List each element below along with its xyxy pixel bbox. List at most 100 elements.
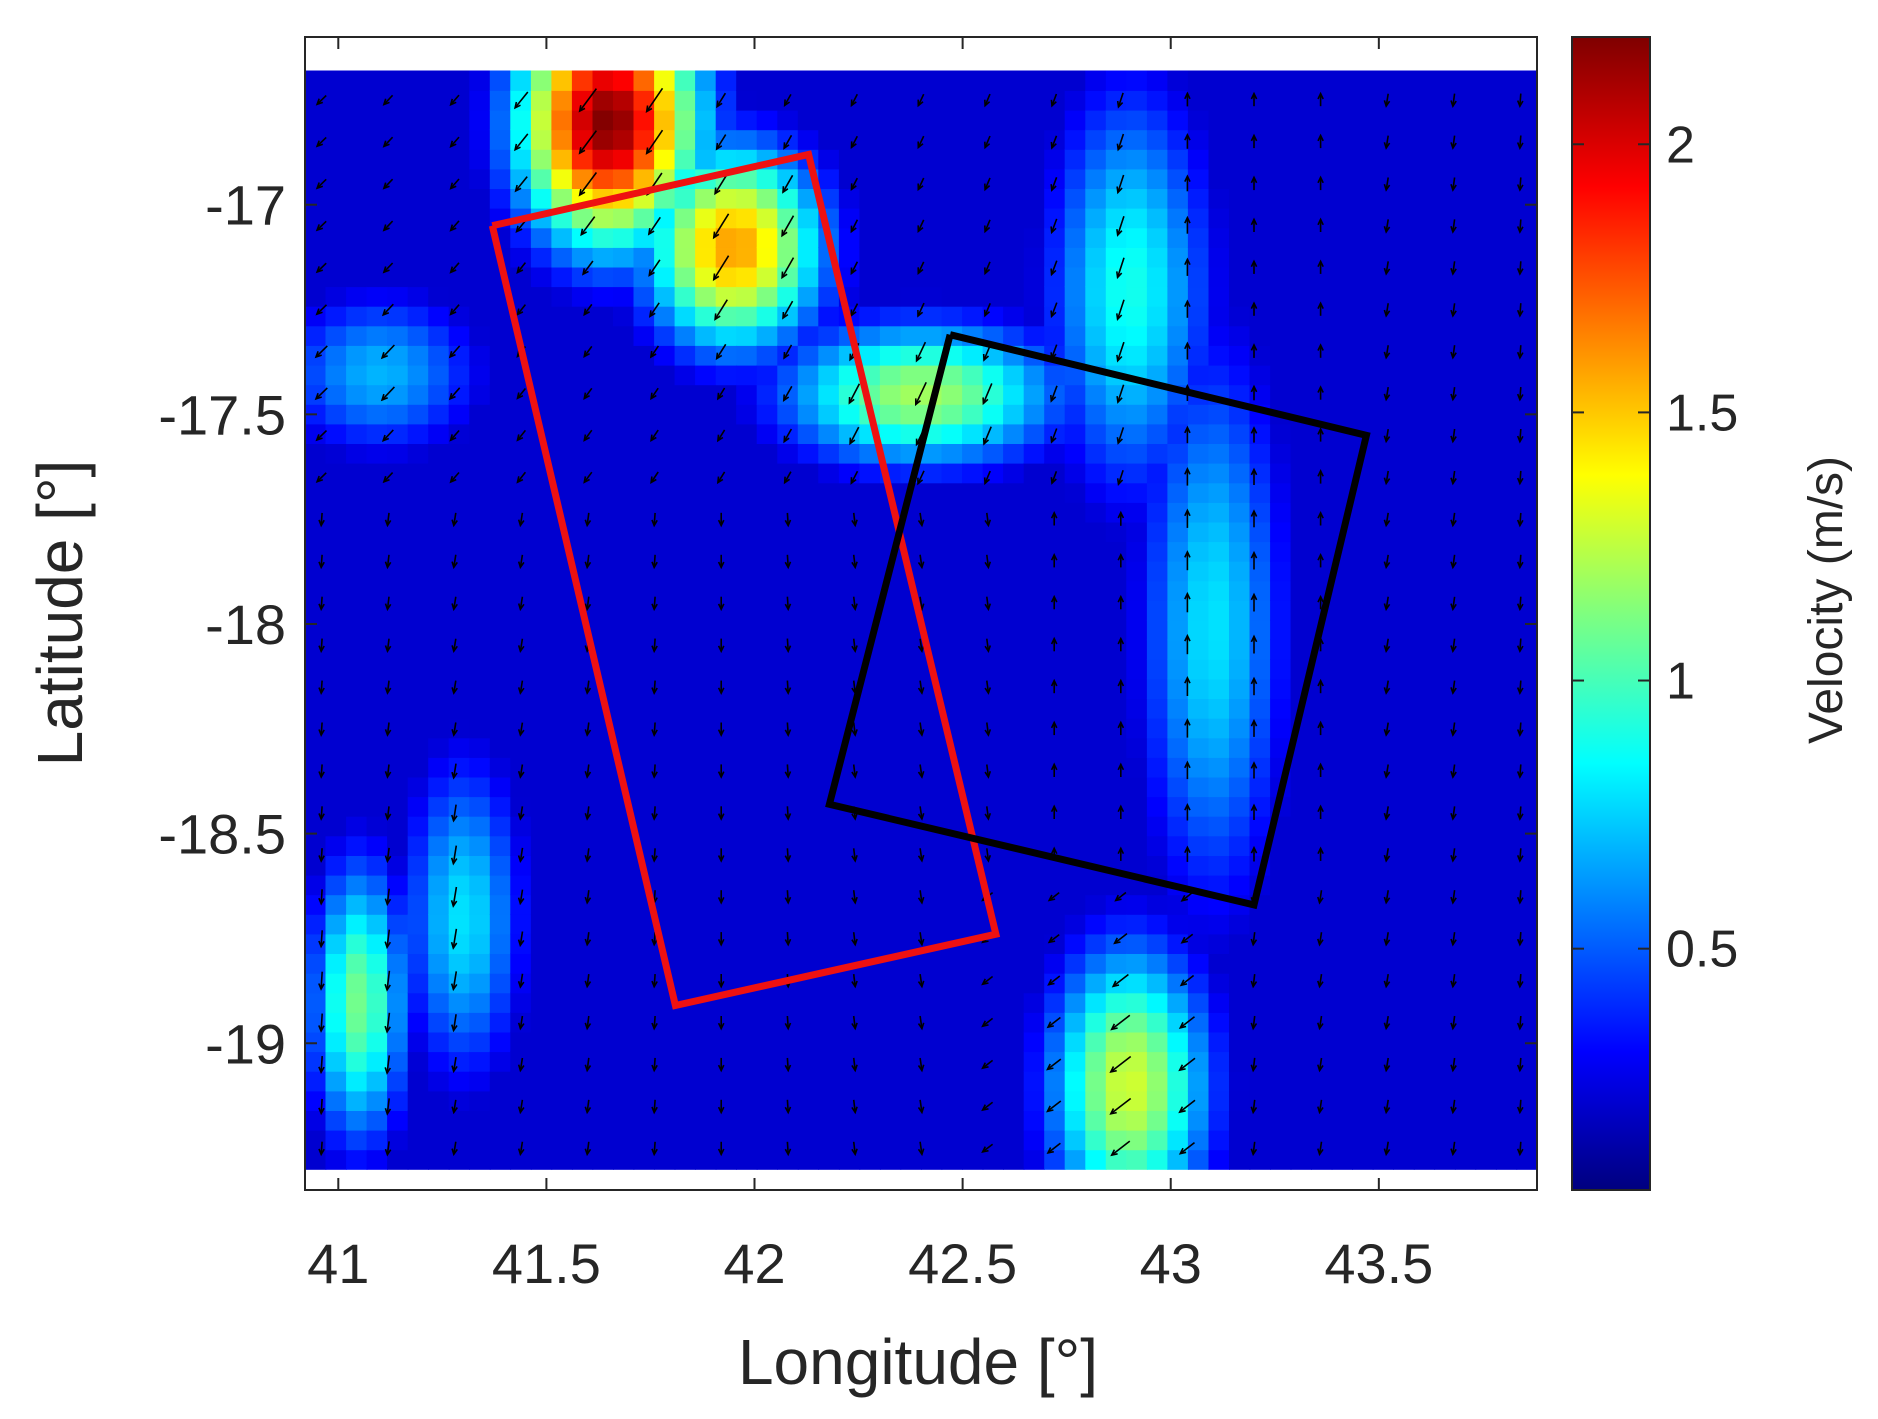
heatmap-cell xyxy=(982,423,1004,444)
velocity-arrow xyxy=(382,262,394,274)
heatmap-cell xyxy=(1393,462,1415,484)
heatmap-cell xyxy=(346,482,368,503)
velocity-arrow xyxy=(1383,219,1391,234)
heatmap-cell xyxy=(613,639,635,660)
heatmap-cell xyxy=(305,796,327,817)
heatmap-cell xyxy=(1270,698,1292,719)
heatmap-cell xyxy=(1290,815,1312,837)
x-axis-ticks: 41 41.5 42 42.5 43 43.5 xyxy=(307,37,1433,1295)
heatmap-cell xyxy=(551,364,573,386)
heatmap-cell xyxy=(1187,1051,1210,1072)
heatmap-cell xyxy=(1413,188,1436,209)
heatmap-cell xyxy=(489,384,512,405)
heatmap-cell xyxy=(1454,404,1477,425)
heatmap-cell xyxy=(1516,521,1537,543)
heatmap-cell xyxy=(736,345,758,366)
velocity-arrow xyxy=(984,512,992,528)
heatmap-cell xyxy=(1393,914,1415,935)
heatmap-cell xyxy=(1495,1129,1518,1151)
heatmap-cell xyxy=(1413,168,1436,189)
heatmap-cell xyxy=(592,305,614,327)
heatmap-cell xyxy=(366,286,388,307)
heatmap-cell xyxy=(1208,953,1230,974)
heatmap-cell xyxy=(1413,109,1436,131)
heatmap-cell xyxy=(1311,659,1333,680)
heatmap-cell xyxy=(510,404,532,425)
heatmap-cell xyxy=(489,639,512,660)
heatmap-cell xyxy=(1454,423,1477,444)
heatmap-cell xyxy=(962,129,984,150)
heatmap-cell xyxy=(428,149,450,170)
velocity-arrow xyxy=(1250,384,1258,401)
heatmap-cell xyxy=(1105,737,1128,758)
heatmap-cell xyxy=(715,933,737,954)
velocity-arrow xyxy=(651,1057,658,1073)
heatmap-cell xyxy=(346,462,368,484)
heatmap-cell xyxy=(530,855,553,876)
heatmap-cell xyxy=(1495,600,1518,621)
velocity-arrow xyxy=(650,387,659,401)
heatmap-cell xyxy=(551,247,573,268)
heatmap-cell xyxy=(1270,423,1292,444)
heatmap-cell xyxy=(1023,757,1045,778)
heatmap-cell xyxy=(1352,678,1374,699)
heatmap-cell xyxy=(551,815,573,837)
heatmap-cell xyxy=(900,521,922,543)
heatmap-cell xyxy=(469,737,491,758)
heatmap-cell xyxy=(818,345,840,366)
heatmap-cell xyxy=(1454,1090,1477,1111)
heatmap-cell xyxy=(387,227,409,248)
velocity-arrow xyxy=(1178,1141,1195,1155)
heatmap-cell xyxy=(1372,717,1394,739)
heatmap-cell xyxy=(1064,835,1086,856)
heatmap-cell xyxy=(1495,914,1518,935)
heatmap-cell xyxy=(1495,757,1518,778)
heatmap-cell xyxy=(551,168,573,189)
heatmap-cell xyxy=(489,757,512,778)
heatmap-cell xyxy=(551,953,573,974)
heatmap-cell xyxy=(1454,462,1477,484)
velocity-arrow xyxy=(717,596,725,612)
heatmap-cell xyxy=(1475,364,1497,386)
heatmap-cell xyxy=(962,443,984,464)
heatmap-cell xyxy=(797,404,820,425)
heatmap-cell xyxy=(1187,580,1210,601)
heatmap-cell xyxy=(1516,502,1537,523)
heatmap-cell xyxy=(1064,129,1086,150)
heatmap-cell xyxy=(859,462,881,484)
heatmap-cell xyxy=(571,247,594,268)
heatmap-cell xyxy=(1167,70,1189,91)
velocity-arrow xyxy=(1117,552,1125,568)
heatmap-cell xyxy=(1105,992,1128,1013)
heatmap-cell xyxy=(530,227,553,248)
heatmap-cell xyxy=(1311,835,1333,856)
heatmap-cell xyxy=(1475,815,1497,837)
heatmap-cell xyxy=(1208,1110,1230,1131)
heatmap-cell xyxy=(818,600,840,621)
heatmap-cell xyxy=(1454,914,1477,935)
heatmap-cell xyxy=(1352,914,1374,935)
velocity-arrow xyxy=(584,512,592,528)
velocity-arrow xyxy=(1178,1016,1195,1029)
heatmap-cell xyxy=(1290,1051,1312,1072)
heatmap-cell xyxy=(756,1149,778,1170)
heatmap-cell xyxy=(674,600,696,621)
heatmap-cell xyxy=(797,953,820,974)
heatmap-cell xyxy=(982,619,1004,641)
heatmap-cell xyxy=(1454,384,1477,405)
heatmap-cell xyxy=(1372,129,1394,150)
heatmap-cell xyxy=(592,149,614,170)
heatmap-cell xyxy=(879,404,902,425)
heatmap-cell xyxy=(1413,619,1436,641)
velocity-arrow xyxy=(783,344,793,360)
heatmap-cell xyxy=(1372,933,1394,954)
heatmap-cell xyxy=(1372,1110,1394,1131)
heatmap-cell xyxy=(1454,619,1477,641)
heatmap-cell xyxy=(1393,129,1415,150)
heatmap-cell xyxy=(1023,796,1045,817)
heatmap-cell xyxy=(1044,560,1066,582)
heatmap-cell xyxy=(1475,659,1497,680)
heatmap-cell xyxy=(1229,992,1251,1013)
heatmap-cell xyxy=(613,521,635,543)
heatmap-cell xyxy=(962,286,984,307)
